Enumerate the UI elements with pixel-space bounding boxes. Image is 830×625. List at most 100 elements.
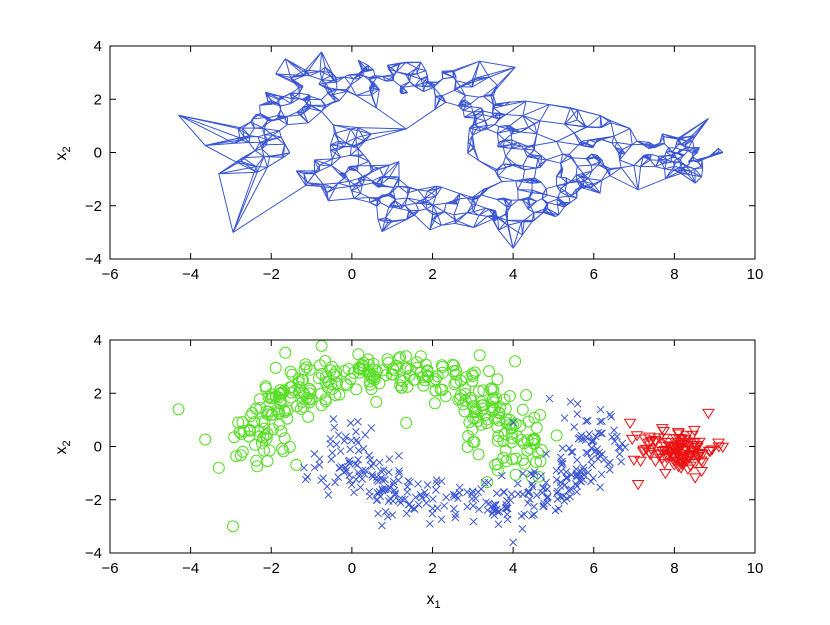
graph-edge xyxy=(372,69,376,76)
graph-edge xyxy=(359,75,364,79)
graph-edge xyxy=(385,206,394,219)
graph-edge xyxy=(497,139,505,148)
graph-edge xyxy=(421,203,433,206)
graph-edge xyxy=(504,139,513,145)
graph-edge xyxy=(350,78,355,86)
x-point xyxy=(584,468,593,477)
graph-edge xyxy=(268,102,277,104)
graph-edge xyxy=(685,163,690,168)
triangle-point xyxy=(630,431,644,442)
graph-edge xyxy=(440,95,447,103)
triangle-point xyxy=(683,450,697,461)
graph-edge xyxy=(587,115,601,128)
graph-edge xyxy=(332,156,341,160)
graph-edge xyxy=(388,200,396,208)
graph-edge xyxy=(598,135,615,140)
graph-edge xyxy=(305,69,311,77)
x-tick-label: 8 xyxy=(670,266,678,283)
graph-edge xyxy=(385,217,389,223)
x-point xyxy=(564,486,573,495)
graph-edge xyxy=(329,149,333,160)
graph-edge xyxy=(659,158,667,164)
circle-point xyxy=(491,421,504,434)
graph-edge xyxy=(429,213,438,231)
graph-edge xyxy=(432,202,447,206)
graph-edge xyxy=(376,206,379,220)
graph-edge xyxy=(506,200,513,208)
graph-edge xyxy=(492,112,506,116)
graph-edge xyxy=(472,197,477,205)
graph-edge xyxy=(283,96,292,100)
graph-edge xyxy=(280,103,291,107)
graph-edge xyxy=(677,152,685,156)
graph-edge xyxy=(433,87,436,97)
graph-edge xyxy=(278,130,282,138)
x-tick-label: 0 xyxy=(348,560,356,577)
graph-edge xyxy=(426,204,434,210)
y-tick-label: −2 xyxy=(85,492,102,509)
x-point xyxy=(340,436,349,445)
graph-edge xyxy=(690,170,702,178)
graph-edge xyxy=(362,176,366,181)
graph-edge xyxy=(505,114,523,117)
graph-edge xyxy=(368,75,376,81)
circle-point xyxy=(290,458,303,471)
graph-edge xyxy=(319,71,323,81)
circle-point xyxy=(259,380,272,393)
graph-edge xyxy=(581,187,601,194)
circle-point xyxy=(522,415,535,428)
x-point xyxy=(582,448,590,457)
circle-point xyxy=(365,372,378,385)
graph-edge xyxy=(482,96,494,105)
graph-edge xyxy=(547,194,558,198)
graph-edge xyxy=(594,157,600,159)
graph-edge xyxy=(374,75,383,77)
circle-point xyxy=(324,364,337,377)
graph-edge xyxy=(248,142,256,151)
x-point xyxy=(562,474,571,483)
graph-edge xyxy=(531,212,544,223)
graph-edge xyxy=(420,75,428,80)
graph-edge xyxy=(363,75,370,79)
graph-edge xyxy=(557,195,569,198)
graph-edge xyxy=(596,154,603,161)
triangle-point xyxy=(674,455,688,466)
graph-edge xyxy=(290,69,306,79)
graph-edge xyxy=(556,185,561,193)
x-point xyxy=(562,468,571,476)
graph-edge xyxy=(345,137,357,144)
graph-edge xyxy=(536,120,541,134)
x-point xyxy=(542,450,551,458)
graph-edge xyxy=(546,202,549,209)
x-tick-label: 4 xyxy=(509,266,517,283)
graph-edge xyxy=(592,183,601,194)
graph-edge xyxy=(393,185,399,191)
x-point xyxy=(542,478,550,487)
x-point xyxy=(525,495,534,504)
graph-edge xyxy=(668,147,673,152)
graph-edge xyxy=(587,170,593,179)
graph-edge xyxy=(527,208,535,214)
graph-edge xyxy=(325,82,329,89)
graph-edge xyxy=(498,219,508,231)
graph-edge xyxy=(302,103,308,109)
circle-point xyxy=(534,408,546,421)
triangle-point xyxy=(665,451,679,462)
graph-edge xyxy=(510,139,513,149)
circle-point xyxy=(321,381,334,394)
graph-edge xyxy=(257,136,261,143)
graph-edge xyxy=(536,133,557,142)
graph-edge xyxy=(512,164,525,171)
graph-edge xyxy=(327,88,338,94)
graph-edge xyxy=(527,156,538,160)
triangle-point xyxy=(686,430,699,441)
graph-edge xyxy=(257,134,265,138)
graph-edge xyxy=(264,130,280,136)
graph-edge xyxy=(368,197,371,203)
graph-edge xyxy=(424,198,427,203)
graph-edge xyxy=(506,128,514,132)
graph-edge xyxy=(477,126,487,130)
graph-edge xyxy=(321,51,326,68)
triangle-point xyxy=(631,479,645,491)
graph-edge xyxy=(388,190,394,196)
